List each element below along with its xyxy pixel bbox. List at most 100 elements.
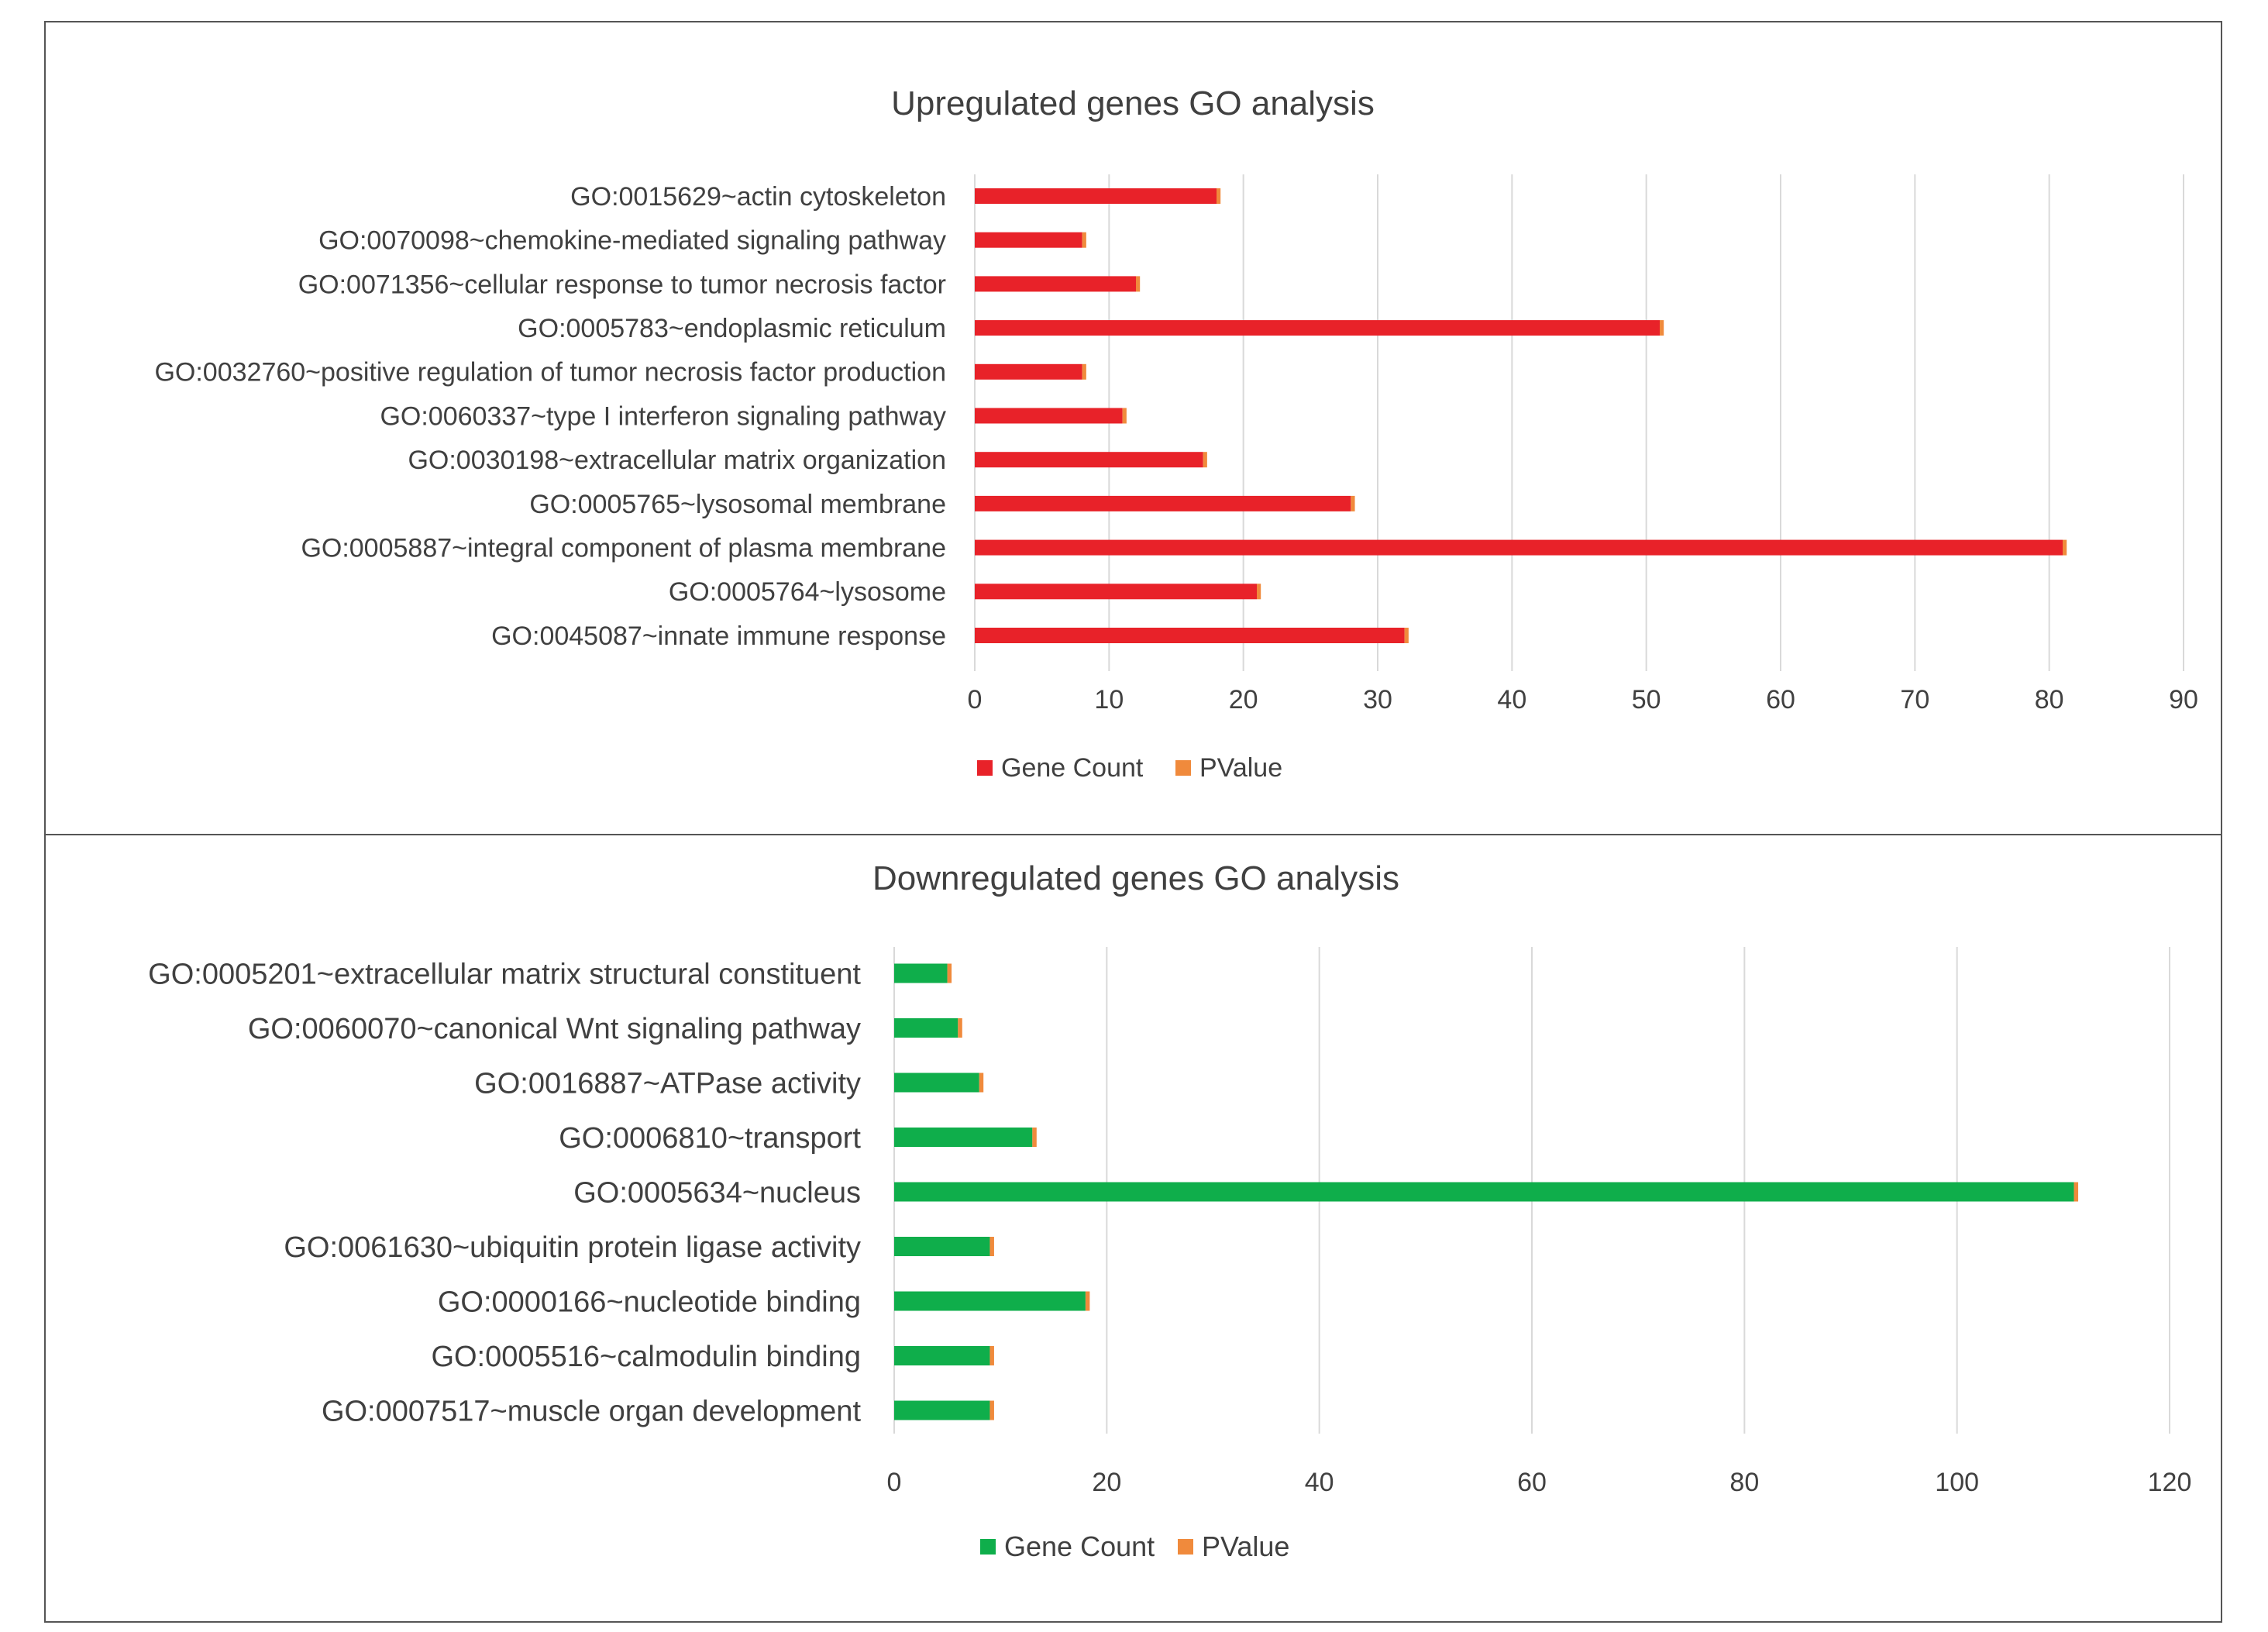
bar-gene-count [894, 1018, 958, 1038]
category-labels: GO:0005201~extracellular matrix structur… [148, 958, 861, 1427]
bar-gene-count [894, 1291, 1086, 1311]
bar-gene-count [975, 320, 1660, 336]
bar-pvalue [1660, 320, 1664, 336]
bar-pvalue [2063, 539, 2067, 556]
bar-gene-count [894, 1346, 990, 1365]
bar-gene-count [975, 495, 1351, 511]
bar-gene-count [894, 963, 948, 983]
category-label: GO:0007517~muscle organ development [322, 1395, 862, 1427]
bar-gene-count [894, 1400, 990, 1420]
x-tick-label: 0 [887, 1468, 902, 1497]
legend-label-gene-count: Gene Count [1001, 753, 1144, 783]
bar-gene-count [975, 452, 1203, 468]
x-tick-label: 40 [1497, 685, 1526, 714]
bar-pvalue [1351, 495, 1355, 511]
legend-swatch-pvalue [1175, 760, 1191, 776]
bar-pvalue [1122, 408, 1127, 424]
legend: Gene Count PValue [977, 753, 1282, 783]
bar-gene-count [975, 539, 2063, 556]
bar-gene-count [975, 188, 1217, 204]
x-tick-label: 120 [2148, 1468, 2192, 1497]
x-tick-label: 90 [2169, 685, 2198, 714]
bar-pvalue [1217, 188, 1221, 204]
bar-pvalue [1082, 363, 1086, 380]
bar-pvalue [947, 963, 952, 983]
category-label: GO:0070098~chemokine-mediated signaling … [318, 226, 946, 256]
category-label: GO:0060070~canonical Wnt signaling pathw… [248, 1013, 861, 1045]
category-label: GO:0071356~cellular response to tumor ne… [298, 270, 946, 299]
x-tick-label: 20 [1092, 1468, 1121, 1497]
bar-pvalue [958, 1018, 962, 1038]
legend-label-pvalue: PValue [1202, 1530, 1289, 1562]
x-tick-label: 10 [1094, 685, 1124, 714]
category-label: GO:0006810~transport [559, 1122, 861, 1155]
bar-pvalue [1203, 452, 1207, 468]
x-tick-label: 0 [968, 685, 983, 714]
category-label: GO:0061630~ubiquitin protein ligase acti… [284, 1231, 861, 1264]
bar-pvalue [1257, 584, 1261, 600]
category-label: GO:0005201~extracellular matrix structur… [148, 958, 861, 990]
category-label: GO:0060337~type I interferon signaling p… [380, 401, 946, 431]
x-tick-label: 40 [1305, 1468, 1334, 1497]
bar-pvalue [989, 1400, 994, 1420]
legend-label-gene-count: Gene Count [1004, 1530, 1155, 1562]
x-tick-label: 80 [1729, 1468, 1759, 1497]
x-tick-label: 60 [1766, 685, 1795, 714]
chart-title: Downregulated genes GO analysis [872, 859, 1399, 897]
bar-gene-count [894, 1128, 1033, 1147]
legend-swatch-gene-count [980, 1539, 996, 1555]
bar-pvalue [1082, 232, 1086, 248]
category-label: GO:0005765~lysosomal membrane [529, 490, 946, 519]
category-label: GO:0015629~actin cytoskeleton [570, 182, 946, 212]
bar-pvalue [1085, 1291, 1090, 1311]
category-label: GO:0032760~positive regulation of tumor … [154, 358, 946, 387]
bar-gene-count [975, 408, 1123, 424]
category-label: GO:0045087~innate immune response [491, 621, 946, 651]
figure-frame [44, 21, 2222, 1623]
x-tick-labels: 0 20 40 60 80 100 120 [887, 1468, 2192, 1497]
bar-pvalue [979, 1073, 984, 1093]
x-tick-label: 70 [1900, 685, 1929, 714]
bar-pvalue [1136, 276, 1141, 292]
category-label: GO:0005634~nucleus [573, 1176, 861, 1209]
x-tick-label: 50 [1632, 685, 1661, 714]
bar-pvalue [1404, 628, 1409, 643]
bar-gene-count [894, 1237, 990, 1256]
bar-gene-count [894, 1073, 979, 1093]
category-label: GO:0030198~extracellular matrix organiza… [408, 446, 946, 475]
x-tick-label: 60 [1517, 1468, 1547, 1497]
category-label: GO:0005764~lysosome [669, 577, 946, 607]
legend: Gene Count PValue [980, 1530, 1289, 1562]
bar-pvalue [989, 1346, 994, 1365]
bar-gene-count [975, 232, 1082, 248]
x-tick-labels: 0 10 20 30 40 50 60 70 80 90 [968, 685, 2198, 714]
chart-title: Upregulated genes GO analysis [891, 84, 1375, 122]
x-tick-label: 20 [1229, 685, 1258, 714]
category-label: GO:0005516~calmodulin binding [431, 1341, 861, 1373]
bar-gene-count [975, 628, 1405, 643]
bar-gene-count [975, 584, 1257, 600]
downregulated-chart: Downregulated genes GO analysis GO:00052… [148, 859, 2191, 1562]
upregulated-chart: Upregulated genes GO analysis GO:0015629… [154, 84, 2197, 783]
x-tick-label: 30 [1363, 685, 1392, 714]
legend-swatch-gene-count [977, 760, 993, 776]
category-label: GO:0016887~ATPase activity [474, 1067, 861, 1100]
category-label: GO:0000166~nucleotide binding [438, 1286, 861, 1318]
bars [975, 188, 2067, 643]
legend-label-pvalue: PValue [1199, 753, 1282, 783]
bar-pvalue [989, 1237, 994, 1256]
category-label: GO:0005887~integral component of plasma … [301, 534, 946, 563]
category-label: GO:0005783~endoplasmic reticulum [518, 314, 946, 343]
legend-swatch-pvalue [1178, 1539, 1193, 1555]
bar-gene-count [975, 363, 1082, 380]
x-tick-label: 100 [1935, 1468, 1979, 1497]
bars [894, 963, 2079, 1420]
category-labels: GO:0015629~actin cytoskeleton GO:0070098~… [154, 182, 946, 651]
x-tick-label: 80 [2035, 685, 2064, 714]
bar-pvalue [1032, 1128, 1037, 1147]
bar-pvalue [2074, 1182, 2079, 1202]
bar-gene-count [975, 276, 1136, 292]
bar-gene-count [894, 1182, 2074, 1202]
